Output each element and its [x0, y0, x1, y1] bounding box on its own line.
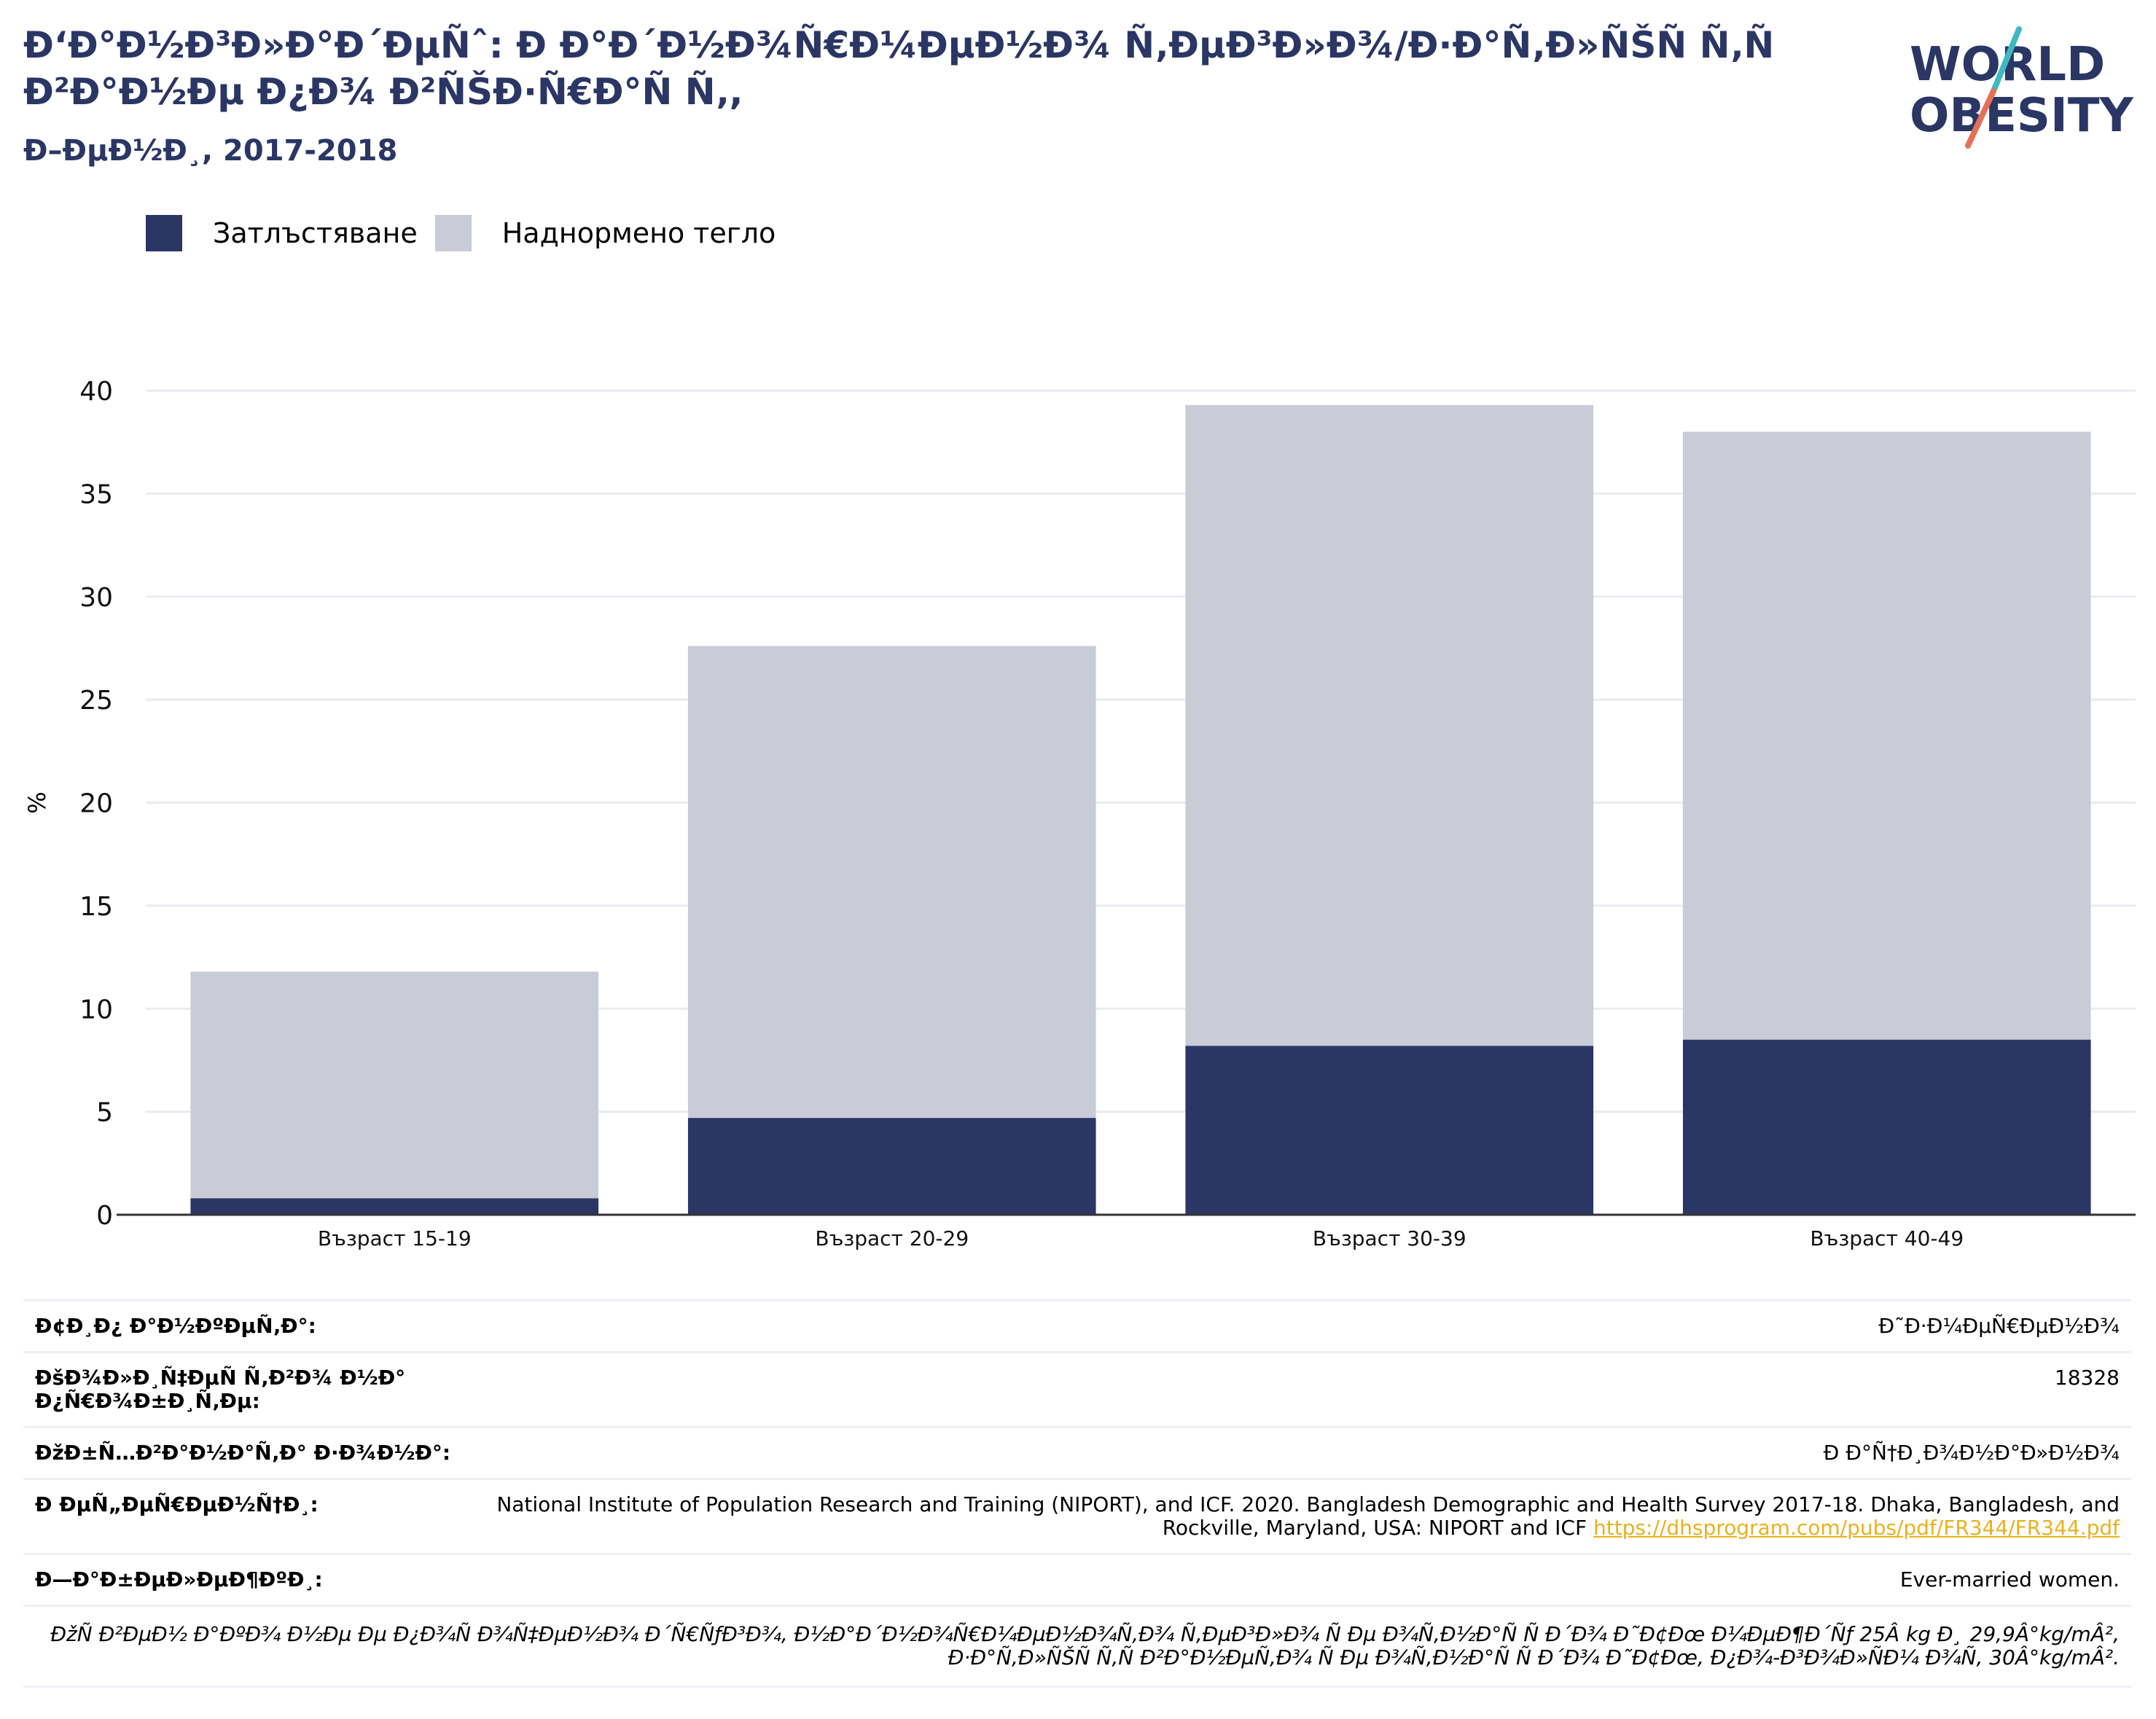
x-tick-label: Възраст 15-19: [318, 1226, 472, 1250]
y-tick-label: 15: [79, 892, 113, 922]
bar-overweight: [687, 646, 1096, 1119]
logo-slash-teal: [1991, 26, 2022, 94]
x-axis-ticks: Възраст 15-19 Възраст 20-29 Възраст 30-39 В…: [318, 1226, 1964, 1250]
legend-swatch-overweight: [434, 215, 472, 251]
logo-word-2: OBESITY: [1910, 89, 2133, 143]
bar-overweight: [1185, 404, 1594, 1046]
meta-value: Ever-married women.: [484, 1553, 2131, 1606]
reference-text: National Institute of Population Researc…: [496, 1492, 2120, 1540]
meta-key: Ð—Ð°Ð±ÐµÐ»ÐµÐ¶ÐºÐ¸:: [23, 1553, 484, 1606]
y-axis-label: %: [23, 791, 51, 813]
meta-key: ÐžÐ±Ñ…Ð²Ð°Ð½Ð°Ñ‚Ð° Ð·Ð¾Ð½Ð°:: [23, 1426, 484, 1479]
meta-key: Ð ÐµÑ„ÐµÑ€ÐµÐ½Ñ†Ð¸:: [23, 1478, 484, 1554]
meta-row-survey-type: Ð¢Ð¸Ð¿ Ð°Ð½ÐºÐµÑ‚Ð°: Ð˜Ð·Ð¼ÐµÑ€ÐµÐ½Ð¾: [23, 1299, 2131, 1352]
x-tick-label: Възраст 40-49: [1810, 1226, 1964, 1250]
y-tick-label: 30: [79, 583, 113, 613]
bars: [190, 404, 2091, 1215]
legend-label-overweight: Наднормено тегло: [501, 217, 776, 249]
metadata-table: Ð¢Ð¸Ð¿ Ð°Ð½ÐºÐµÑ‚Ð°: Ð˜Ð·Ð¼ÐµÑ€ÐµÐ½Ð¾ Ðš…: [23, 1299, 2131, 1688]
y-axis-ticks: 0 5 10 15 20 25 30 35 40: [79, 377, 113, 1231]
y-tick-label: 0: [96, 1201, 113, 1231]
chart-subtitle: Ð–ÐµÐ½Ð¸, 2017-2018: [23, 134, 398, 168]
legend-item-obesity: Затлъстяване: [146, 215, 418, 251]
y-tick-label: 40: [79, 377, 113, 407]
legend-swatch-obesity: [146, 215, 182, 251]
world-obesity-logo: WORLD OBESITY: [1910, 26, 2133, 149]
bar-obesity: [1185, 1046, 1594, 1215]
meta-row-references: Ð ÐµÑ„ÐµÑ€ÐµÐ½Ñ†Ð¸: National Institute o…: [23, 1478, 2131, 1554]
bar-obesity: [1682, 1039, 2091, 1215]
bar-obesity: [190, 1198, 599, 1215]
reference-link[interactable]: https://dhsprogram.com/pubs/pdf/FR344/FR…: [1593, 1516, 2120, 1540]
meta-key: Ð¢Ð¸Ð¿ Ð°Ð½ÐºÐµÑ‚Ð°:: [23, 1299, 484, 1352]
y-tick-label: 35: [79, 479, 113, 509]
chart-title: Ð‘Ð°Ð½Ð³Ð»Ð°Ð´ÐµÑˆ: Ð Ð°Ð´Ð½Ð¾Ñ€Ð¼ÐµÐ½Ð¾…: [23, 24, 1775, 113]
logo-slash-coral: [1965, 88, 1996, 149]
meta-value: 18328: [484, 1351, 2131, 1428]
y-tick-label: 5: [96, 1098, 113, 1128]
y-tick-label: 10: [79, 995, 113, 1025]
meta-row-notes: Ð—Ð°Ð±ÐµÐ»ÐµÐ¶ÐºÐ¸: Ever-married women.: [23, 1553, 2131, 1606]
legend-label-obesity: Затлъстяване: [213, 217, 418, 249]
bar-overweight: [190, 971, 599, 1199]
x-tick-label: Възраст 30-39: [1313, 1226, 1466, 1250]
x-tick-label: Възраст 20-29: [815, 1226, 969, 1250]
meta-row-area: ÐžÐ±Ñ…Ð²Ð°Ð½Ð°Ñ‚Ð° Ð·Ð¾Ð½Ð°: Ð Ð°Ñ†Ð¸Ð¾Ð…: [23, 1426, 2131, 1479]
meta-value: National Institute of Population Researc…: [484, 1478, 2131, 1554]
y-tick-label: 20: [79, 789, 113, 819]
meta-value: Ð˜Ð·Ð¼ÐµÑ€ÐµÐ½Ð¾: [484, 1299, 2131, 1352]
meta-row-footnote: ÐžÑ Ð²ÐµÐ½ Ð°ÐºÐ¾ Ð½Ðµ Ðµ Ð¿Ð¾Ñ Ð¾Ñ‡ÐµÐ½…: [23, 1605, 2131, 1688]
y-tick-label: 25: [79, 686, 113, 716]
meta-row-sample-size: ÐšÐ¾Ð»Ð¸Ñ‡ÐµÑ Ñ‚Ð²Ð¾ Ð½Ð° Ð¿Ñ€Ð¾Ð±Ð¸Ñ‚Ðµ…: [23, 1351, 2131, 1428]
footnote: ÐžÑ Ð²ÐµÐ½ Ð°ÐºÐ¾ Ð½Ðµ Ðµ Ð¿Ð¾Ñ Ð¾Ñ‡ÐµÐ½…: [23, 1605, 2131, 1688]
meta-key: ÐšÐ¾Ð»Ð¸Ñ‡ÐµÑ Ñ‚Ð²Ð¾ Ð½Ð° Ð¿Ñ€Ð¾Ð±Ð¸Ñ‚Ðµ…: [23, 1351, 484, 1428]
meta-value: Ð Ð°Ñ†Ð¸Ð¾Ð½Ð°Ð»Ð½Ð¾: [484, 1426, 2131, 1479]
legend: Затлъстяване Наднормено тегло: [146, 215, 793, 251]
legend-item-overweight: Наднормено тегло: [434, 215, 776, 251]
bar-overweight: [1682, 431, 2091, 1040]
bar-obesity: [687, 1118, 1096, 1215]
